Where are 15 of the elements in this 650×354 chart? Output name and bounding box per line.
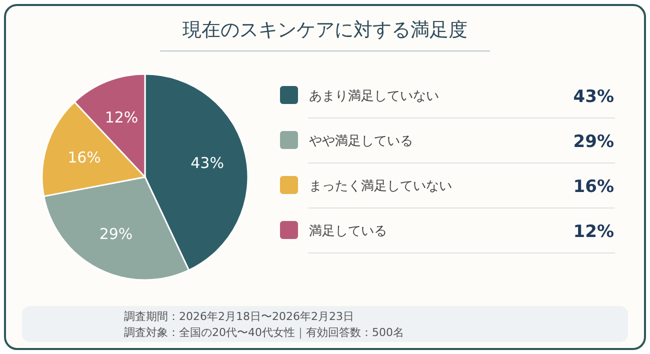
- text: 調査期間：2026年2月18日〜2026年2月23日: [124, 310, 354, 323]
- legend-label: まったく満足していない: [309, 179, 452, 194]
- legend-label: あまり満足していない: [309, 89, 439, 104]
- legend-label: やや満足している: [309, 134, 413, 149]
- data-label: 12%: [104, 108, 138, 127]
- text: 調査対象：全国の20代〜40代女性｜有効回答数：500名: [124, 326, 404, 339]
- chart-title: 現在のスキンケアに対する満足度: [182, 19, 468, 41]
- text: 43%: [573, 87, 614, 107]
- legend-label: 満足している: [309, 224, 387, 239]
- data-label: 29%: [99, 224, 133, 243]
- text: 16%: [573, 177, 614, 197]
- text: 12%: [573, 222, 614, 242]
- data-label: 43%: [190, 154, 224, 172]
- text: 29%: [573, 132, 614, 152]
- data-label: 16%: [68, 148, 101, 166]
